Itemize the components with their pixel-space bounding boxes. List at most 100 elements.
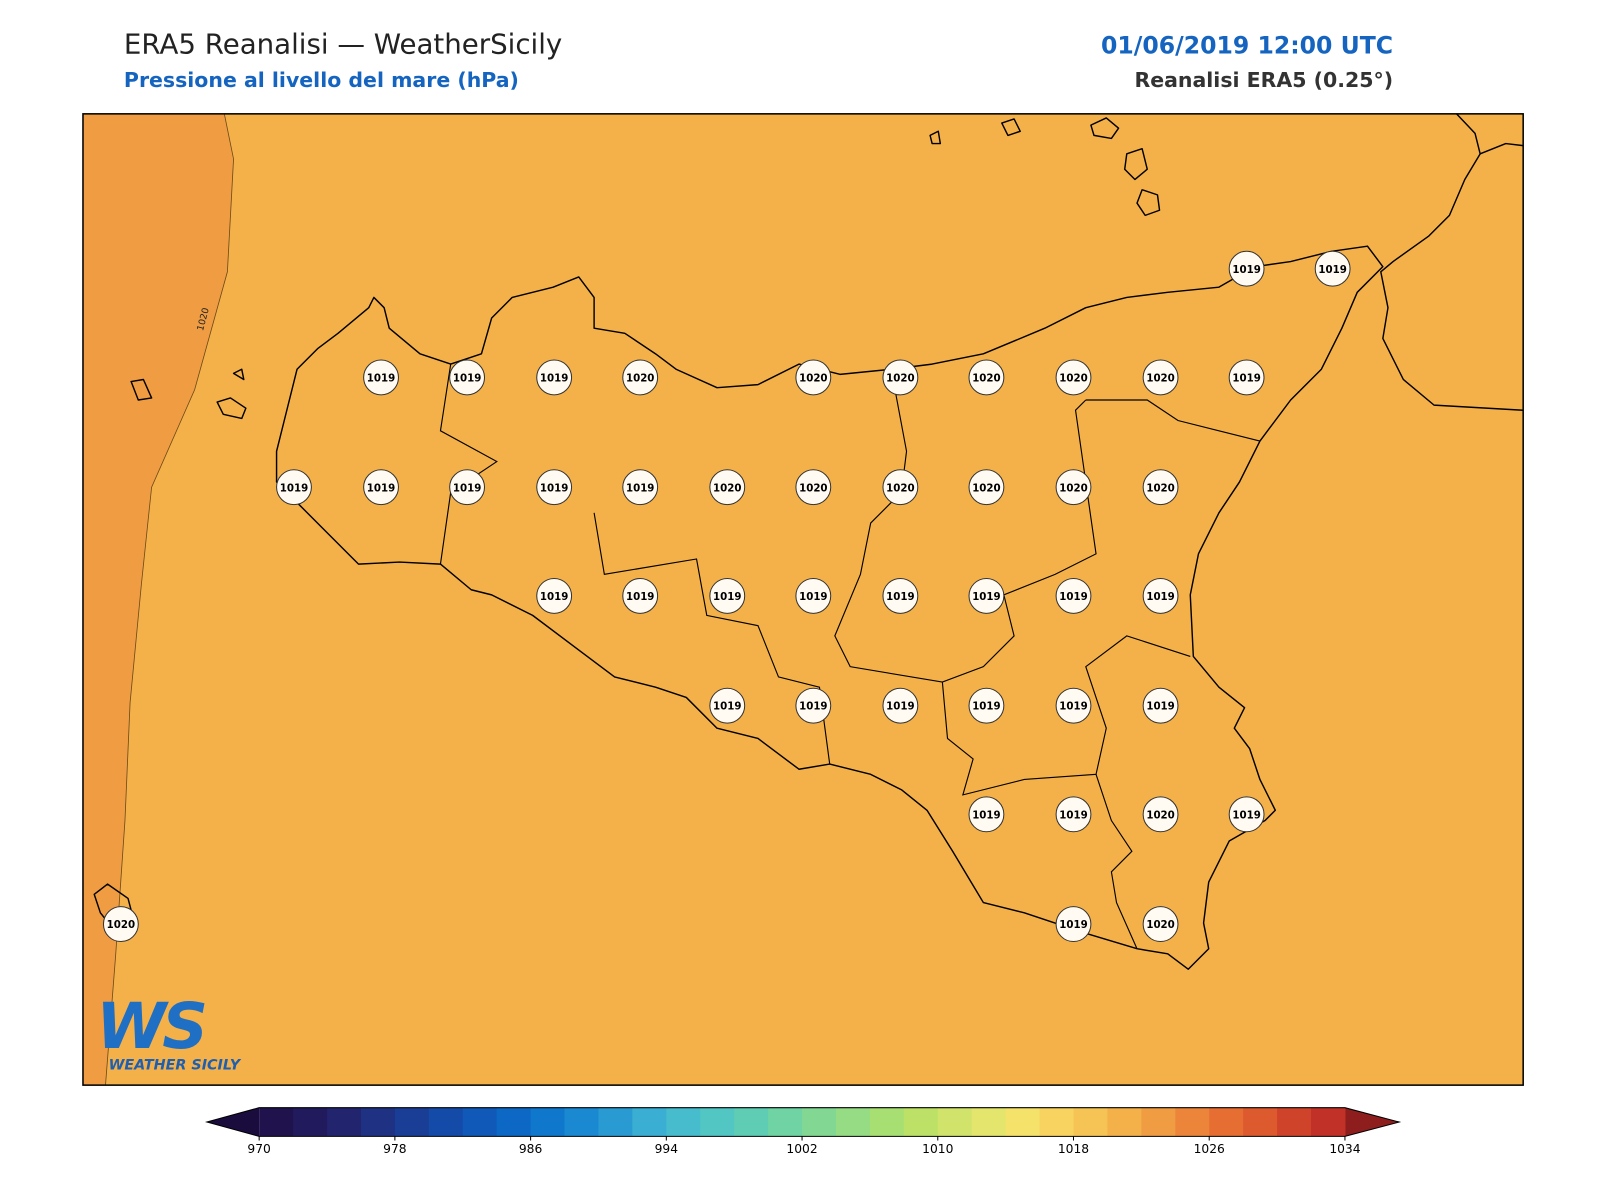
colorbar-swatch: [1311, 1107, 1346, 1137]
pressure-label: 1019: [626, 591, 654, 603]
pressure-label: 1020: [886, 482, 914, 494]
label-circle: [795, 359, 832, 396]
colorbar-over: [1344, 1107, 1400, 1137]
colorbar-tick-label: 970: [247, 1142, 270, 1156]
pressure-label: 1019: [886, 701, 914, 713]
colorbar-swatch: [259, 1107, 294, 1137]
colorbar-swatch: [598, 1107, 633, 1137]
pressure-field-high: [82, 113, 234, 1086]
pressure-label: 1019: [799, 591, 827, 603]
province-border: [941, 635, 1191, 796]
label-circle: [968, 687, 1005, 724]
label-circle: [449, 359, 486, 396]
label-circle: [1228, 359, 1265, 396]
pressure-label: 1020: [972, 373, 1000, 385]
label-circle: [882, 687, 919, 724]
colorbar-tick-label: 1018: [1058, 1142, 1089, 1156]
pressure-label: 1020: [972, 482, 1000, 494]
datetime: 01/06/2019 12:00 UTC: [1101, 31, 1393, 59]
logo-name: WEATHER SICILY: [109, 1058, 242, 1074]
colorbar-swatch: [1209, 1107, 1244, 1137]
pressure-label: 1019: [1232, 809, 1260, 821]
label-circle: [795, 687, 832, 724]
colorbar-tick-label: 1010: [922, 1142, 953, 1156]
colorbar-swatch: [530, 1107, 566, 1137]
island: [232, 368, 245, 381]
colorbar-swatch: [564, 1107, 599, 1137]
label-circle: [102, 906, 139, 943]
colorbar-swatch: [394, 1107, 430, 1137]
colorbar-swatch: [1277, 1107, 1312, 1137]
colorbar-swatch: [768, 1107, 803, 1137]
label-circle: [1228, 796, 1265, 833]
pressure-label: 1019: [1146, 591, 1174, 603]
map: 1020 1019 1019 1019 1019 1019 1020 1020 1020 102…: [82, 113, 1524, 1086]
colorbar-swatch: [1073, 1107, 1108, 1137]
subtitle: Pressione al livello del mare (hPa): [124, 68, 519, 92]
pressure-label: 1019: [1146, 701, 1174, 713]
label-circle: [1142, 469, 1179, 506]
pressure-label: 1020: [1146, 809, 1174, 821]
colorbar-swatch: [496, 1107, 532, 1137]
colorbar-swatch: [1005, 1107, 1041, 1137]
pressure-label: 1019: [453, 482, 481, 494]
label-circle: [1142, 359, 1179, 396]
colorbar-swatch: [666, 1107, 701, 1137]
label-circle: [1228, 250, 1265, 287]
island: [1123, 147, 1148, 181]
colorbar-swatch: [1039, 1107, 1075, 1137]
island: [1001, 118, 1021, 137]
pressure-label: 1019: [713, 701, 741, 713]
pressure-label: 1020: [1059, 373, 1087, 385]
pressure-label: 1019: [886, 591, 914, 603]
pressure-label: 1019: [1232, 373, 1260, 385]
label-circle: [795, 469, 832, 506]
colorbar-swatch: [700, 1107, 735, 1137]
source: Reanalisi ERA5 (0.25°): [1134, 68, 1393, 92]
colorbar-swatch: [1141, 1107, 1176, 1137]
label-circle: [709, 577, 746, 614]
pressure-label: 1019: [1059, 919, 1087, 931]
pressure-label: 1020: [799, 482, 827, 494]
island: [1136, 189, 1161, 217]
province-border: [1085, 399, 1261, 442]
colorbar-swatch: [903, 1107, 939, 1137]
pressure-label: 1019: [972, 591, 1000, 603]
label-circle: [882, 359, 919, 396]
pressure-label: 1019: [713, 591, 741, 603]
label-circle: [1314, 250, 1351, 287]
calabria-coast-north: [1479, 142, 1524, 155]
label-circle: [276, 469, 312, 506]
label-circle: [968, 796, 1005, 833]
label-circle: [882, 577, 919, 614]
colorbar-swatch: [869, 1107, 905, 1137]
label-circle: [536, 577, 573, 614]
label-circle: [1055, 687, 1092, 724]
label-circle: [1055, 906, 1092, 943]
label-circle: [882, 469, 919, 506]
pressure-labels: 1019 1019 1019 1019 1019 1020 1020 1020 1020 1020…: [102, 250, 1351, 943]
label-circle: [968, 577, 1005, 614]
colorbar-swatch: [1175, 1107, 1210, 1137]
province-border: [1095, 774, 1138, 949]
colorbar-swatch: [734, 1107, 769, 1137]
pressure-label: 1020: [886, 373, 914, 385]
colorbar-swatch: [971, 1107, 1007, 1137]
pressure-label: 1020: [713, 482, 741, 494]
island: [1090, 117, 1120, 140]
pressure-label: 1020: [107, 919, 135, 931]
colorbar-tick-label: 994: [655, 1142, 679, 1156]
label-circle: [1055, 796, 1092, 833]
pressure-label: 1019: [453, 373, 481, 385]
colorbar-swatch: [632, 1107, 667, 1137]
pressure-label: 1019: [1059, 591, 1087, 603]
pressure-label: 1019: [799, 701, 827, 713]
province-border: [593, 512, 831, 765]
label-circle: [363, 469, 399, 506]
colorbar-swatch: [360, 1107, 396, 1137]
label-circle: [709, 687, 746, 724]
label-circle: [1055, 577, 1092, 614]
colorbar-tick-label: 978: [383, 1142, 406, 1156]
label-circle: [1142, 687, 1179, 724]
